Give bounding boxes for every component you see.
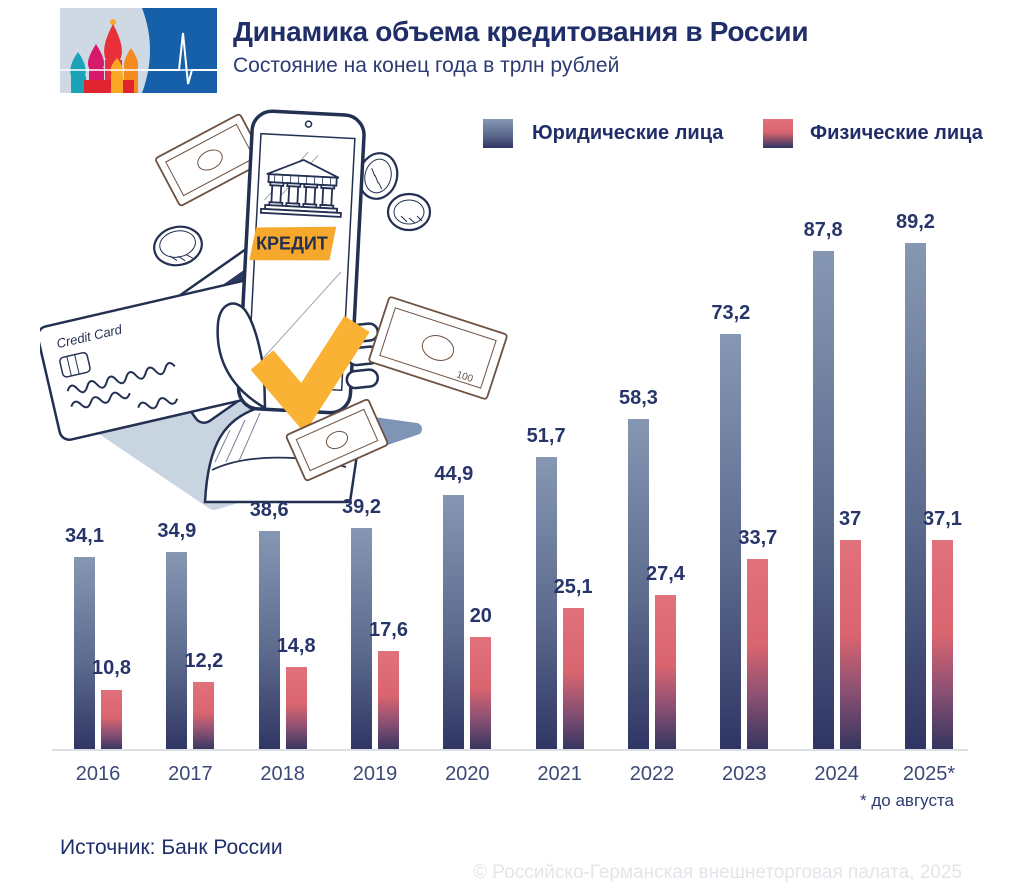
value-label-individual-2019: 17,6 <box>369 618 408 641</box>
axis-label-2021: 2021 <box>537 763 582 785</box>
value-label-individual-2020: 20 <box>469 605 492 628</box>
value-label-individual-2016: 10,8 <box>92 657 131 680</box>
legend-swatch-legal-entities <box>483 119 513 148</box>
bar-legal-2018 <box>258 531 280 751</box>
value-label-legal-2018: 38,6 <box>249 499 289 522</box>
value-label-legal-2021: 51,7 <box>526 424 566 447</box>
axis-label-2022: 2022 <box>629 763 675 785</box>
bar-legal-2025* <box>904 243 926 751</box>
axis-label-2017: 2017 <box>168 763 213 785</box>
ahk-russland-logo <box>60 8 217 93</box>
value-label-legal-2020: 44,9 <box>434 463 474 486</box>
bar-individual-2020 <box>470 637 492 751</box>
axis-label-2016: 2016 <box>75 763 121 785</box>
legend-label-individuals: Физические лица <box>810 122 983 144</box>
bar-legal-2022 <box>627 418 649 751</box>
x-axis-line <box>52 749 968 751</box>
value-label-individual-2017: 12,2 <box>184 649 224 672</box>
axis-label-2024: 2024 <box>814 763 859 785</box>
value-label-legal-2019: 39,2 <box>342 495 381 518</box>
value-label-individual-2021: 25,1 <box>553 576 593 599</box>
value-label-legal-2017: 34,9 <box>157 520 197 543</box>
coin-icon <box>357 152 399 200</box>
bar-individual-2017 <box>193 681 215 751</box>
value-label-individual-2025*: 37,1 <box>923 507 962 530</box>
legend-swatch-individuals <box>763 119 793 148</box>
thumb-icon <box>216 302 267 411</box>
credit-button[interactable]: КРЕДИТ <box>249 222 337 264</box>
axis-label-2020: 2020 <box>445 763 490 785</box>
legend-label-legal-entities: Юридические лица <box>532 122 724 144</box>
value-label-individual-2023: 33,7 <box>738 527 778 550</box>
bar-legal-2016 <box>74 556 95 751</box>
bar-individual-2016 <box>101 689 122 751</box>
credit-illustration: Credit Card <box>40 109 508 510</box>
value-label-legal-2016: 34,1 <box>65 524 104 547</box>
bar-legal-2024 <box>812 250 834 751</box>
coin-icon <box>153 225 203 267</box>
bar-legal-2023 <box>720 334 742 751</box>
banknote-icon <box>285 398 389 482</box>
heartbeat-line-icon <box>142 32 217 85</box>
bar-individual-2025* <box>931 539 953 751</box>
bar-individual-2021 <box>562 608 584 751</box>
page-title: Динамика объема кредитования в России <box>233 16 809 47</box>
bar-individual-2018 <box>285 666 307 751</box>
bar-legal-2021 <box>535 456 557 751</box>
copyright-label: © Российско-Германская внешнеторговая па… <box>473 862 962 883</box>
value-label-individual-2024: 37 <box>839 508 862 531</box>
bar-legal-2017 <box>166 552 188 751</box>
coin-icon <box>386 192 432 232</box>
banknote-denomination: 100 <box>455 369 475 385</box>
value-label-legal-2025*: 89,2 <box>896 211 935 233</box>
value-label-individual-2022: 27,4 <box>646 562 685 585</box>
credit-button-label: КРЕДИТ <box>256 233 328 253</box>
value-label-legal-2024: 87,8 <box>803 218 843 241</box>
bar-individual-2024 <box>839 540 861 751</box>
bank-building-icon <box>259 158 342 218</box>
value-label-legal-2022: 58,3 <box>619 386 658 409</box>
value-label-legal-2023: 73,2 <box>711 302 751 325</box>
bar-individual-2019 <box>377 650 399 751</box>
page-subtitle: Состояние на конец года в трлн рублей <box>233 54 620 77</box>
checkmark-icon <box>250 315 370 434</box>
bar-individual-2023 <box>747 559 769 751</box>
axis-label-2018: 2018 <box>260 763 305 785</box>
chart-footnote: * до августа <box>860 791 954 810</box>
bar-individual-2022 <box>654 594 676 751</box>
axis-label-2023: 2023 <box>722 763 767 785</box>
axis-label-2025*: 2025* <box>902 763 956 785</box>
phone-camera-icon <box>304 120 313 128</box>
logo-blue-panel <box>142 8 217 93</box>
source-label: Источник: Банк России <box>60 836 283 859</box>
value-label-individual-2018: 14,8 <box>276 634 316 657</box>
bar-legal-2019 <box>350 527 372 751</box>
banknote-icon: 100 <box>368 296 508 400</box>
axis-label-2019: 2019 <box>352 763 398 785</box>
bar-legal-2020 <box>443 495 465 751</box>
